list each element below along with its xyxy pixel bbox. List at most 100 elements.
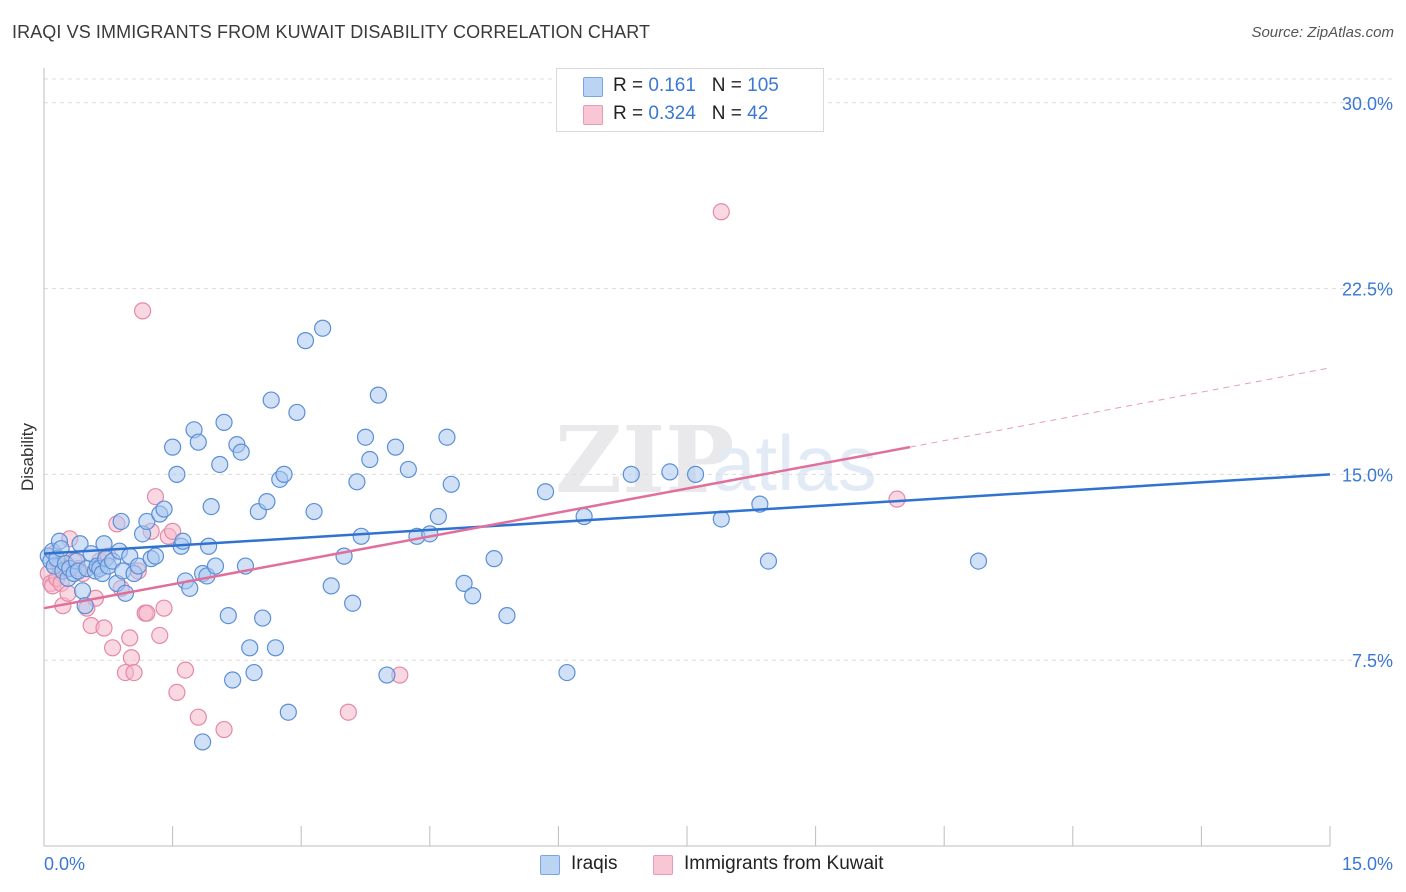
n-label: N = [711, 103, 748, 124]
x-tick-label-min: 0.0% [44, 854, 85, 874]
iraqi-point [558, 663, 576, 682]
iraqi-point [215, 413, 233, 431]
kuwait-trend-line [43, 445, 911, 610]
kuwait-swatch [583, 105, 603, 125]
iraqi-point [314, 319, 332, 337]
iraqi-point [219, 606, 237, 625]
watermark-atlas: atlas [712, 419, 877, 507]
r-label: R = [613, 75, 649, 96]
y-tick-label: 22.5% [1342, 280, 1393, 300]
kuwait-point [133, 302, 152, 320]
iraqi-point [348, 473, 366, 491]
iraqis-swatch [583, 77, 603, 97]
iraqi-point [146, 547, 165, 565]
iraqi-point [168, 465, 186, 483]
iraqis-points [39, 319, 988, 751]
iraqi-point [344, 594, 362, 612]
stats-row-kuwait: R = 0.324 N = 42 [557, 100, 823, 128]
legend-label-kuwait: Immigrants from Kuwait [684, 853, 884, 874]
kuwait-point [151, 626, 169, 645]
kuwait-point [95, 619, 113, 637]
kuwait-point [712, 203, 730, 221]
kuwait-point [215, 720, 233, 739]
iraqi-point [52, 540, 70, 558]
iraqi-point [266, 639, 285, 657]
iraqi-point [258, 493, 276, 511]
y-tick-label: 30.0% [1342, 94, 1393, 114]
kuwait-point [189, 708, 207, 726]
iraqi-point [254, 609, 272, 627]
axes [43, 68, 1331, 847]
legend-label-iraqis: Iraqis [571, 853, 618, 874]
source-label: Source: ZipAtlas.com [1251, 24, 1394, 41]
iraqi-point [206, 557, 225, 575]
iraqi-point [575, 507, 593, 526]
iraqi-point [686, 465, 705, 483]
iraqi-point [455, 574, 473, 592]
iraqi-point [155, 500, 173, 518]
iraqi-point [245, 663, 263, 682]
iraqi-point [138, 512, 156, 531]
kuwait-point [103, 639, 122, 657]
iraqi-point [399, 460, 417, 479]
iraqi-point [129, 557, 147, 575]
n-value-iraqis: 105 [747, 75, 779, 96]
iraqi-point [361, 450, 379, 469]
iraqi-point [464, 587, 482, 605]
iraqi-point [386, 438, 405, 456]
r-value-kuwait: 0.324 [648, 103, 696, 124]
r-value-iraqis: 0.161 [648, 75, 696, 96]
kuwait-point [888, 490, 906, 508]
iraqi-point [442, 475, 460, 493]
iraqi-point [661, 463, 679, 481]
y-axis-title: Disability [18, 422, 37, 491]
iraqi-point [279, 703, 297, 721]
trend-lines [43, 367, 1331, 610]
kuwait-trend-extension [909, 367, 1331, 448]
iraqi-point [969, 552, 988, 570]
iraqi-point [174, 532, 192, 550]
n-value-kuwait: 42 [747, 103, 769, 124]
iraqi-point [305, 502, 323, 521]
kuwait-points [39, 203, 906, 739]
iraqi-point [194, 733, 212, 751]
kuwait-point [121, 629, 139, 647]
kuwait-point [168, 683, 186, 702]
n-label: N = [711, 75, 748, 96]
iraqi-point [164, 438, 182, 456]
kuwait-point [138, 604, 156, 622]
iraqi-point [421, 525, 439, 543]
iraqi-point [288, 403, 306, 422]
iraqi-point [438, 428, 456, 446]
iraqi-point [536, 483, 555, 501]
iraqi-point [485, 550, 503, 568]
iraqi-point [378, 666, 396, 684]
kuwait-point [59, 584, 77, 602]
r-label: R = [613, 103, 649, 124]
y-tick-label: 7.5% [1352, 651, 1393, 671]
iraqi-point [112, 512, 130, 531]
iraqi-point [262, 391, 280, 409]
watermark-zip: ZIP [555, 406, 734, 514]
iraqi-point [241, 639, 259, 657]
iraqis-legend-swatch [540, 855, 560, 875]
iraqi-point [759, 552, 778, 570]
kuwait-point [155, 599, 173, 617]
kuwait-point [125, 663, 143, 682]
iraqi-point [202, 497, 220, 516]
iraqi-point [498, 606, 516, 625]
iraqi-point [200, 537, 218, 555]
kuwait-point [176, 661, 195, 679]
iraqi-point [275, 465, 293, 483]
kuwait-point [146, 488, 165, 506]
series-legend: Iraqis Immigrants from Kuwait [0, 852, 1406, 878]
kuwait-point [164, 522, 182, 540]
x-tick-label-max: 15.0% [1342, 854, 1393, 874]
kuwait-legend-swatch [653, 855, 673, 875]
kuwait-point [122, 649, 141, 667]
iraqi-point [352, 527, 370, 545]
iraqi-point [429, 507, 447, 526]
iraqi-point [356, 428, 375, 446]
